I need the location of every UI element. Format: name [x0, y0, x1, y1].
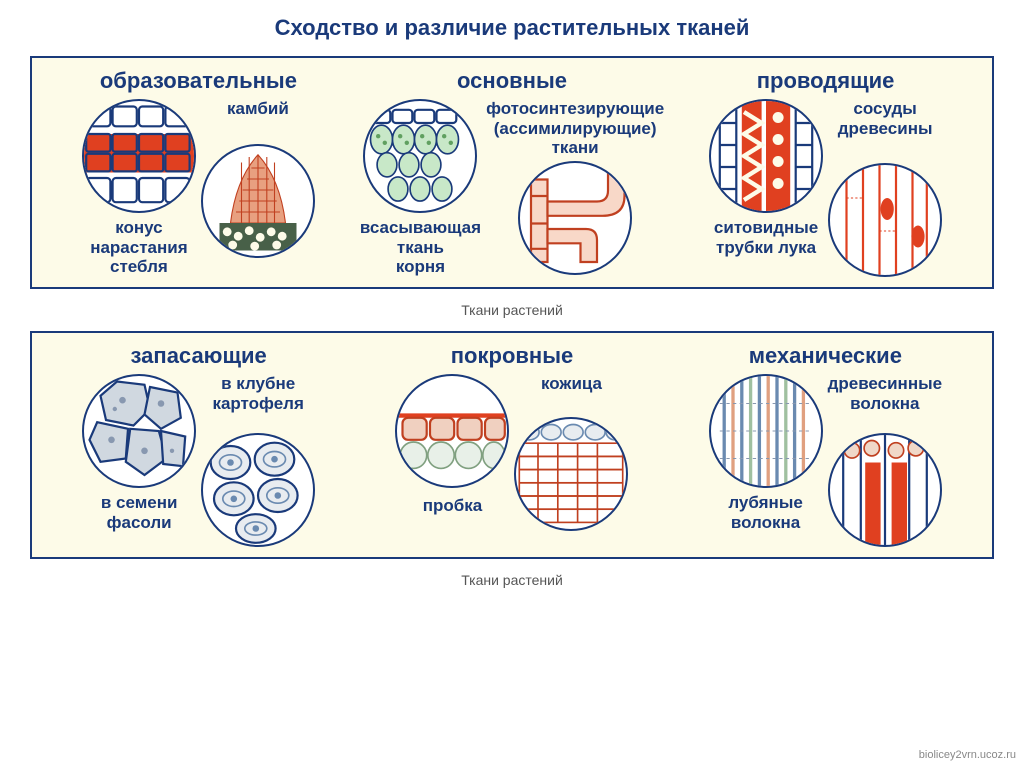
panel-top: образовательные конус: [30, 56, 994, 289]
section-obrazovatelnye: образовательные конус: [42, 68, 355, 277]
tissue-cork-icon: [514, 417, 628, 531]
section-provodyashchie: проводящие: [669, 68, 982, 277]
watermark: biolicey2vrn.ucoz.ru: [919, 749, 1016, 761]
label: древесины: [838, 119, 933, 139]
section-title: механические: [674, 343, 977, 369]
label: волокна: [728, 513, 802, 533]
label: в клубне: [212, 374, 303, 394]
section-title: покровные: [360, 343, 663, 369]
label: волокна: [828, 394, 943, 414]
row-caption-1: Ткани растений: [0, 294, 1024, 326]
label: ситовидные: [714, 218, 818, 238]
label: нарастания: [90, 238, 187, 258]
section-pokrovnye: покровные пробка кожица: [355, 343, 668, 547]
tissue-vessels-icon: [709, 99, 823, 213]
label: всасывающая: [360, 218, 481, 238]
label: лубяные: [728, 493, 802, 513]
tissue-photosynth-icon: [363, 99, 477, 213]
tissue-bean-icon: [201, 433, 315, 547]
section-title: запасающие: [47, 343, 350, 369]
tissue-cambium-icon: [82, 99, 196, 213]
tissue-cone-icon: [201, 144, 315, 258]
tissue-skin-icon: [395, 374, 509, 488]
panel-bottom: запасающие в се: [30, 331, 994, 559]
label: (ассимилирующие): [486, 119, 664, 139]
label: сосуды: [838, 99, 933, 119]
label: в семени: [101, 493, 178, 513]
row-caption-2: Ткани растений: [0, 564, 1024, 596]
label-skin: кожица: [541, 374, 602, 394]
label-cambium: камбий: [227, 99, 289, 119]
label: конус: [90, 218, 187, 238]
section-title: образовательные: [47, 68, 350, 94]
tissue-wood-fiber-icon: [709, 374, 823, 488]
section-title: основные: [360, 68, 664, 94]
tissue-sieve-icon: [828, 163, 942, 277]
tissue-bast-fiber-icon: [828, 433, 942, 547]
section-osnovnye: основные: [355, 68, 669, 277]
label: стебля: [90, 257, 187, 277]
label: фасоли: [101, 513, 178, 533]
label: ткань: [360, 238, 481, 258]
label: картофеля: [212, 394, 303, 414]
section-title: проводящие: [674, 68, 977, 94]
label: фотосинтезирующие: [486, 99, 664, 119]
tissue-absorbing-icon: [518, 161, 632, 275]
label: трубки лука: [714, 238, 818, 258]
label-cork: пробка: [423, 496, 483, 516]
section-zapasayushchie: запасающие в се: [42, 343, 355, 547]
section-mekhanicheskie: механические: [669, 343, 982, 547]
tissue-potato-icon: [82, 374, 196, 488]
label: древесинные: [828, 374, 943, 394]
label: корня: [360, 257, 481, 277]
label: ткани: [486, 138, 664, 158]
page-title: Сходство и различие растительных тканей: [0, 0, 1024, 51]
